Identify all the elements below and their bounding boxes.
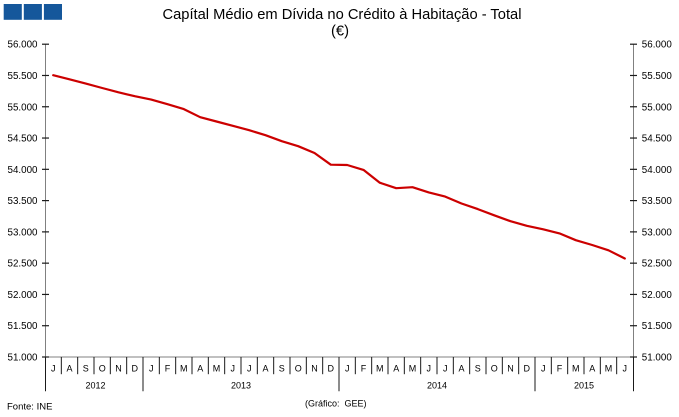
svg-text:J: J xyxy=(345,364,350,374)
svg-text:S: S xyxy=(279,364,285,374)
svg-text:54.000: 54.000 xyxy=(642,165,673,176)
svg-text:(€): (€) xyxy=(331,24,349,40)
svg-text:J: J xyxy=(247,364,252,374)
svg-text:55.000: 55.000 xyxy=(8,102,39,113)
svg-text:M: M xyxy=(213,364,221,374)
svg-text:53.500: 53.500 xyxy=(8,196,39,207)
svg-text:53.000: 53.000 xyxy=(8,227,39,238)
svg-text:J: J xyxy=(231,364,236,374)
svg-text:F: F xyxy=(361,364,367,374)
svg-text:O: O xyxy=(295,364,302,374)
svg-text:52.500: 52.500 xyxy=(642,259,673,270)
svg-text:J: J xyxy=(541,364,546,374)
svg-text:S: S xyxy=(475,364,481,374)
svg-text:55.500: 55.500 xyxy=(642,71,673,82)
svg-text:F: F xyxy=(165,364,171,374)
svg-text:O: O xyxy=(99,364,106,374)
svg-text:A: A xyxy=(66,364,72,374)
svg-text:54.500: 54.500 xyxy=(642,134,673,145)
svg-text:54.000: 54.000 xyxy=(8,165,39,176)
svg-text:55.500: 55.500 xyxy=(8,71,39,82)
svg-text:52.000: 52.000 xyxy=(8,290,39,301)
svg-text:N: N xyxy=(507,364,514,374)
svg-text:O: O xyxy=(491,364,498,374)
svg-text:53.000: 53.000 xyxy=(642,227,673,238)
svg-text:M: M xyxy=(376,364,384,374)
svg-text:2014: 2014 xyxy=(427,381,447,391)
svg-text:(Gráfico: GEE): (Gráfico: GEE) xyxy=(305,399,367,409)
svg-text:55.000: 55.000 xyxy=(642,102,673,113)
svg-text:M: M xyxy=(572,364,580,374)
svg-text:M: M xyxy=(409,364,417,374)
svg-text:A: A xyxy=(589,364,595,374)
svg-text:Capítal Médio em Dívida no Cré: Capítal Médio em Dívida no Crédito à Hab… xyxy=(163,7,522,23)
svg-text:52.000: 52.000 xyxy=(642,290,673,301)
svg-text:51.500: 51.500 xyxy=(8,321,39,332)
svg-text:A: A xyxy=(393,364,399,374)
svg-text:51.000: 51.000 xyxy=(8,353,39,364)
svg-text:56.000: 56.000 xyxy=(8,40,39,51)
svg-text:A: A xyxy=(197,364,203,374)
svg-text:J: J xyxy=(427,364,432,374)
svg-text:F: F xyxy=(557,364,563,374)
svg-text:54.500: 54.500 xyxy=(8,134,39,145)
svg-text:2013: 2013 xyxy=(231,381,251,391)
svg-text:M: M xyxy=(180,364,188,374)
svg-text:N: N xyxy=(115,364,122,374)
svg-text:A: A xyxy=(262,364,268,374)
svg-text:D: D xyxy=(132,364,139,374)
svg-text:S: S xyxy=(83,364,89,374)
svg-text:51.000: 51.000 xyxy=(642,353,673,364)
svg-text:M: M xyxy=(605,364,613,374)
svg-text:Fonte: INE: Fonte: INE xyxy=(7,402,52,413)
svg-text:2012: 2012 xyxy=(85,381,105,391)
svg-text:J: J xyxy=(51,364,56,374)
svg-text:D: D xyxy=(328,364,335,374)
svg-text:56.000: 56.000 xyxy=(642,40,673,51)
svg-text:J: J xyxy=(149,364,154,374)
svg-text:D: D xyxy=(524,364,531,374)
svg-text:A: A xyxy=(458,364,464,374)
svg-text:2015: 2015 xyxy=(574,381,594,391)
svg-text:52.500: 52.500 xyxy=(8,259,39,270)
svg-text:53.500: 53.500 xyxy=(642,196,673,207)
svg-text:J: J xyxy=(443,364,448,374)
svg-text:J: J xyxy=(623,364,628,374)
svg-text:51.500: 51.500 xyxy=(642,321,673,332)
svg-text:N: N xyxy=(311,364,318,374)
